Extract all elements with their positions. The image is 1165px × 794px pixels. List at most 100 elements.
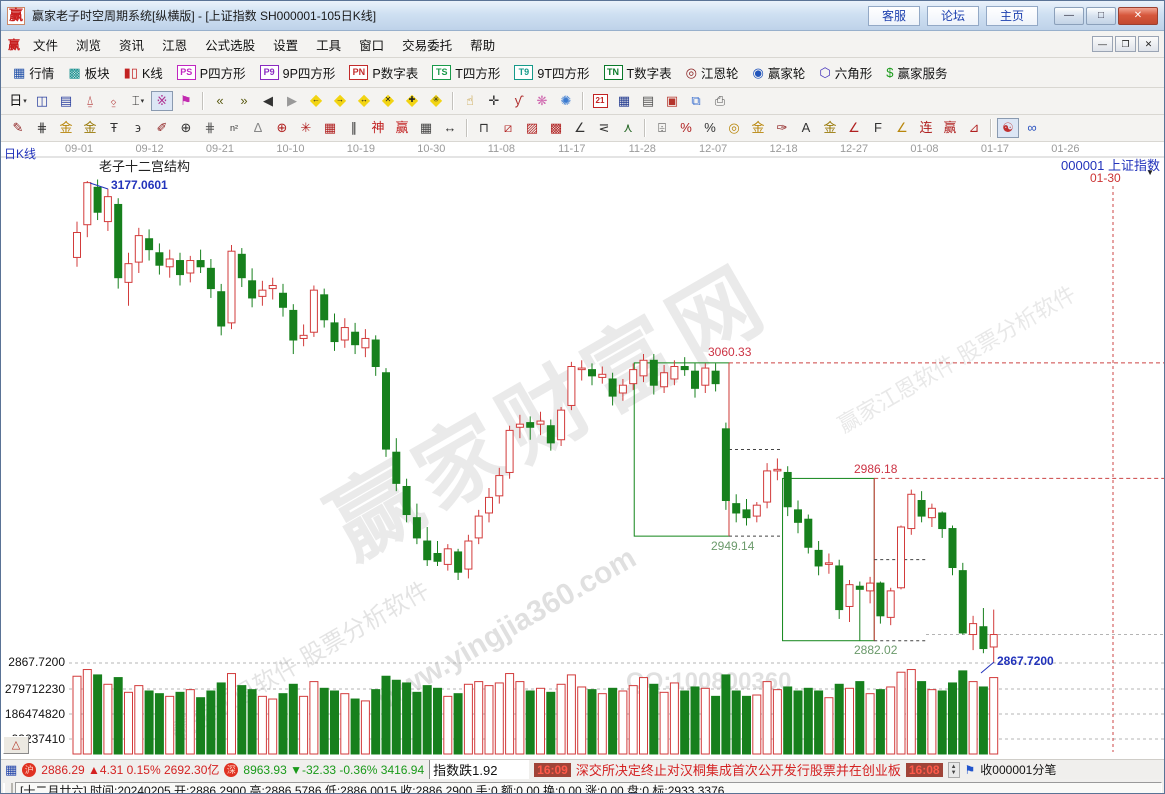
- toolbar-main-2-button[interactable]: ▮▯ K线: [117, 61, 170, 84]
- percent-button[interactable]: %: [699, 118, 721, 138]
- news-ticker[interactable]: 深交所决定终止对汉桐集成首次公开发行股票并在创业板: [575, 763, 901, 778]
- minimize-button[interactable]: —: [1054, 6, 1084, 25]
- chart-3-button[interactable]: ⍙: [79, 91, 101, 111]
- angle-le-button[interactable]: ⋜: [593, 118, 615, 138]
- angle-button[interactable]: ∠: [569, 118, 591, 138]
- gann-box-button[interactable]: ⊓: [473, 118, 495, 138]
- diamond-star-button[interactable]: ◆ ✳: [425, 91, 447, 111]
- mdi-close-button[interactable]: ✕: [1138, 36, 1159, 52]
- crosshair-tool-button[interactable]: ✛: [483, 91, 505, 111]
- infinity-button[interactable]: ∞: [1021, 118, 1043, 138]
- kline-chart-canvas[interactable]: [1, 142, 1164, 759]
- parallel-button[interactable]: ∥: [343, 118, 365, 138]
- scroll-spinner[interactable]: ▲ ▼: [947, 761, 960, 778]
- toolbar-main-1-button[interactable]: ▩ 板块: [61, 61, 116, 84]
- next-bar-button[interactable]: ▶: [281, 91, 303, 111]
- pen-button[interactable]: ✎: [7, 118, 29, 138]
- gold-circle-button[interactable]: ◎: [723, 118, 745, 138]
- toolbar-main-5-button[interactable]: PN P数字表: [342, 61, 425, 84]
- mdi-restore-button[interactable]: ❐: [1115, 36, 1136, 52]
- menu-item-8[interactable]: 交易委托: [402, 38, 453, 53]
- gold-level-button[interactable]: 金: [747, 118, 769, 138]
- chart-9-button[interactable]: ⍚: [103, 91, 125, 111]
- list-view-button[interactable]: ▤: [55, 91, 77, 111]
- circle-grid-button[interactable]: ⊕: [175, 118, 197, 138]
- stats-tool-button[interactable]: ƴ: [507, 91, 529, 111]
- diamond-x-button[interactable]: ◆ ✕: [377, 91, 399, 111]
- last-bar-button[interactable]: »: [233, 91, 255, 111]
- toolbar-main-12-button[interactable]: $ 赢家服务: [879, 61, 954, 84]
- toolbar-main-0-button[interactable]: ▦ 行情: [6, 61, 61, 84]
- gold-grid-1-button[interactable]: 金: [55, 118, 77, 138]
- angle-j-button[interactable]: ∠: [843, 118, 865, 138]
- yinyang-button[interactable]: ☯: [997, 118, 1019, 138]
- menu-item-4[interactable]: 公式选股: [205, 38, 256, 53]
- toolbar-main-8-button[interactable]: TN T数字表: [597, 61, 679, 84]
- close-button[interactable]: ✕: [1118, 6, 1158, 25]
- copy-button[interactable]: ⧉: [685, 91, 707, 111]
- diamond-right-button[interactable]: ◆ →: [329, 91, 351, 111]
- spinner-down-icon[interactable]: ▼: [950, 769, 957, 776]
- toolbar-main-9-button[interactable]: ◎ 江恩轮: [679, 61, 746, 84]
- toolbar-main-10-button[interactable]: ◉ 赢家轮: [746, 61, 813, 84]
- net-pink-button[interactable]: ❋: [531, 91, 553, 111]
- candle-style-button[interactable]: ⌶ ▾: [127, 91, 149, 111]
- gold-grid-2-button[interactable]: 金: [79, 118, 101, 138]
- grid-dense-button[interactable]: ⋕: [199, 118, 221, 138]
- angle-ghost-button[interactable]: ∆: [247, 118, 269, 138]
- stock-name-label[interactable]: 000001 上证指数: [1061, 158, 1160, 173]
- maximize-button[interactable]: □: [1086, 6, 1116, 25]
- grid-123-button[interactable]: ▦: [415, 118, 437, 138]
- spider-web-button[interactable]: ✳: [295, 118, 317, 138]
- angle-f-button[interactable]: F: [867, 118, 889, 138]
- home-button[interactable]: 主页: [985, 5, 1038, 26]
- ying-tool-2-button[interactable]: 赢: [939, 118, 961, 138]
- measure-h-button[interactable]: ↔: [439, 118, 461, 138]
- angle-gold-button[interactable]: ∠: [891, 118, 913, 138]
- ying-tool-button[interactable]: 赢: [391, 118, 413, 138]
- grid-view-button[interactable]: ◫: [31, 91, 53, 111]
- square-numbers-button[interactable]: n²: [223, 118, 245, 138]
- web-square-button[interactable]: ▦: [319, 118, 341, 138]
- toolbar-main-11-button[interactable]: ⬡ 六角形: [812, 61, 879, 84]
- toolbar-main-3-button[interactable]: PS P四方形: [170, 61, 253, 84]
- lian-tool-button[interactable]: 连: [915, 118, 937, 138]
- menu-item-0[interactable]: 文件: [33, 38, 59, 53]
- prev-bar-button[interactable]: ◀: [257, 91, 279, 111]
- pen-3-button[interactable]: ✑: [771, 118, 793, 138]
- calculator-button[interactable]: ▦: [613, 91, 635, 111]
- toolbar-main-4-button[interactable]: P9 9P四方形: [253, 61, 343, 84]
- diamond-plus-button[interactable]: ◆ ✚: [401, 91, 423, 111]
- percent-red-button[interactable]: %: [675, 118, 697, 138]
- notes-button[interactable]: ▤: [637, 91, 659, 111]
- shen-tool-button[interactable]: 神: [367, 118, 389, 138]
- fan-lines-button[interactable]: ⧄: [497, 118, 519, 138]
- menu-item-5[interactable]: 设置: [273, 38, 299, 53]
- grid-lines-button[interactable]: ⋕: [31, 118, 53, 138]
- save-button[interactable]: ▣: [661, 91, 683, 111]
- print-button[interactable]: ⎙: [709, 91, 731, 111]
- shade-box-button[interactable]: ▨: [521, 118, 543, 138]
- infobar-grip[interactable]: [3, 783, 13, 793]
- spiral-button[interactable]: ϶: [127, 118, 149, 138]
- wave-button[interactable]: ⋏: [617, 118, 639, 138]
- hand-tool-button[interactable]: ☝: [459, 91, 481, 111]
- menu-item-2[interactable]: 资讯: [119, 38, 145, 53]
- menu-item-9[interactable]: 帮助: [470, 38, 496, 53]
- first-bar-button[interactable]: «: [209, 91, 231, 111]
- volume-panel-toggle-button[interactable]: △: [3, 736, 29, 754]
- stock-dropdown-icon[interactable]: ▼: [1146, 168, 1154, 177]
- shenzhen-index-quote[interactable]: 8963.93 ▼-32.33 -0.36% 3416.94: [243, 763, 424, 777]
- calendar-button[interactable]: 21: [589, 91, 611, 111]
- mdi-minimize-button[interactable]: —: [1092, 36, 1113, 52]
- gold-underline-button[interactable]: 金: [819, 118, 841, 138]
- toolbar-main-6-button[interactable]: TS T四方形: [425, 61, 507, 84]
- customer-service-button[interactable]: 客服: [867, 5, 920, 26]
- letter-a-button[interactable]: A: [795, 118, 817, 138]
- diamond-left-button[interactable]: ◆ ←: [305, 91, 327, 111]
- diamond-lr-button[interactable]: ◆ ↔: [353, 91, 375, 111]
- slope-button[interactable]: ⊿: [963, 118, 985, 138]
- pattern-mode-button[interactable]: ※: [151, 91, 173, 111]
- web-box-button[interactable]: ▩: [545, 118, 567, 138]
- forum-button[interactable]: 论坛: [926, 5, 979, 26]
